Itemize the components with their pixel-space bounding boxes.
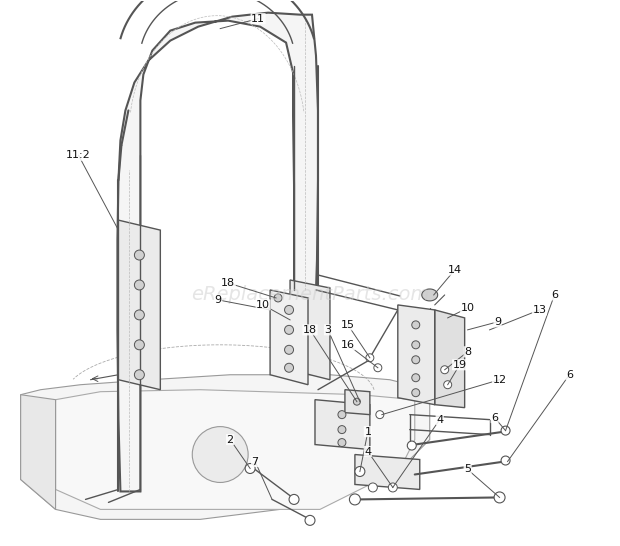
- Polygon shape: [270, 290, 308, 385]
- Text: eReplacementParts.com: eReplacementParts.com: [191, 286, 429, 305]
- Text: 4: 4: [365, 447, 371, 456]
- Circle shape: [135, 370, 144, 379]
- Circle shape: [289, 495, 299, 505]
- Text: 4: 4: [436, 414, 443, 425]
- Circle shape: [285, 363, 293, 372]
- Circle shape: [412, 356, 420, 364]
- Circle shape: [366, 354, 374, 362]
- Polygon shape: [290, 280, 330, 379]
- Circle shape: [412, 341, 420, 349]
- Text: 6: 6: [566, 370, 573, 379]
- Text: 10: 10: [256, 300, 270, 310]
- Text: 12: 12: [492, 375, 507, 385]
- Circle shape: [274, 294, 282, 302]
- Circle shape: [388, 483, 397, 492]
- Circle shape: [135, 250, 144, 260]
- Circle shape: [305, 515, 315, 525]
- Circle shape: [353, 398, 360, 405]
- Polygon shape: [117, 13, 318, 491]
- Polygon shape: [345, 390, 370, 414]
- Text: 7: 7: [252, 456, 259, 466]
- Circle shape: [338, 411, 346, 419]
- Text: 18: 18: [303, 325, 317, 335]
- Circle shape: [355, 466, 365, 477]
- Polygon shape: [315, 400, 370, 449]
- Text: 15: 15: [341, 320, 355, 330]
- Circle shape: [135, 280, 144, 290]
- Circle shape: [407, 441, 416, 450]
- Text: 8: 8: [464, 347, 471, 357]
- Text: 9: 9: [215, 295, 222, 305]
- Polygon shape: [20, 375, 430, 519]
- Circle shape: [245, 464, 255, 473]
- Text: 5: 5: [464, 465, 471, 474]
- Polygon shape: [355, 454, 420, 489]
- Circle shape: [285, 305, 293, 314]
- Circle shape: [501, 456, 510, 465]
- Circle shape: [412, 389, 420, 397]
- Circle shape: [350, 494, 360, 505]
- Text: 16: 16: [341, 340, 355, 350]
- Circle shape: [368, 483, 378, 492]
- Text: 13: 13: [533, 305, 546, 315]
- Text: 14: 14: [448, 265, 462, 275]
- Circle shape: [338, 438, 346, 447]
- Circle shape: [135, 310, 144, 320]
- Circle shape: [441, 366, 449, 374]
- Circle shape: [285, 325, 293, 334]
- Circle shape: [444, 381, 452, 389]
- Text: 2: 2: [227, 435, 234, 444]
- Text: 10: 10: [461, 303, 475, 313]
- Circle shape: [501, 426, 510, 435]
- Text: 9: 9: [494, 317, 501, 327]
- Text: 3: 3: [324, 325, 332, 335]
- Polygon shape: [398, 305, 435, 405]
- Polygon shape: [20, 395, 56, 509]
- Circle shape: [376, 411, 384, 419]
- Polygon shape: [435, 310, 464, 408]
- Text: 19: 19: [453, 360, 467, 370]
- Text: 18: 18: [221, 278, 235, 288]
- Circle shape: [135, 340, 144, 350]
- Text: 11: 11: [251, 14, 265, 23]
- Circle shape: [192, 426, 248, 483]
- Text: 11:2: 11:2: [66, 150, 91, 161]
- Circle shape: [338, 426, 346, 434]
- Text: 6: 6: [551, 290, 558, 300]
- Text: 6: 6: [491, 413, 498, 423]
- Text: 1: 1: [365, 426, 371, 437]
- Polygon shape: [56, 390, 415, 509]
- Polygon shape: [422, 289, 438, 301]
- Circle shape: [412, 321, 420, 329]
- Circle shape: [412, 374, 420, 382]
- Circle shape: [494, 492, 505, 503]
- Polygon shape: [118, 220, 161, 390]
- Circle shape: [374, 364, 382, 372]
- Circle shape: [285, 345, 293, 354]
